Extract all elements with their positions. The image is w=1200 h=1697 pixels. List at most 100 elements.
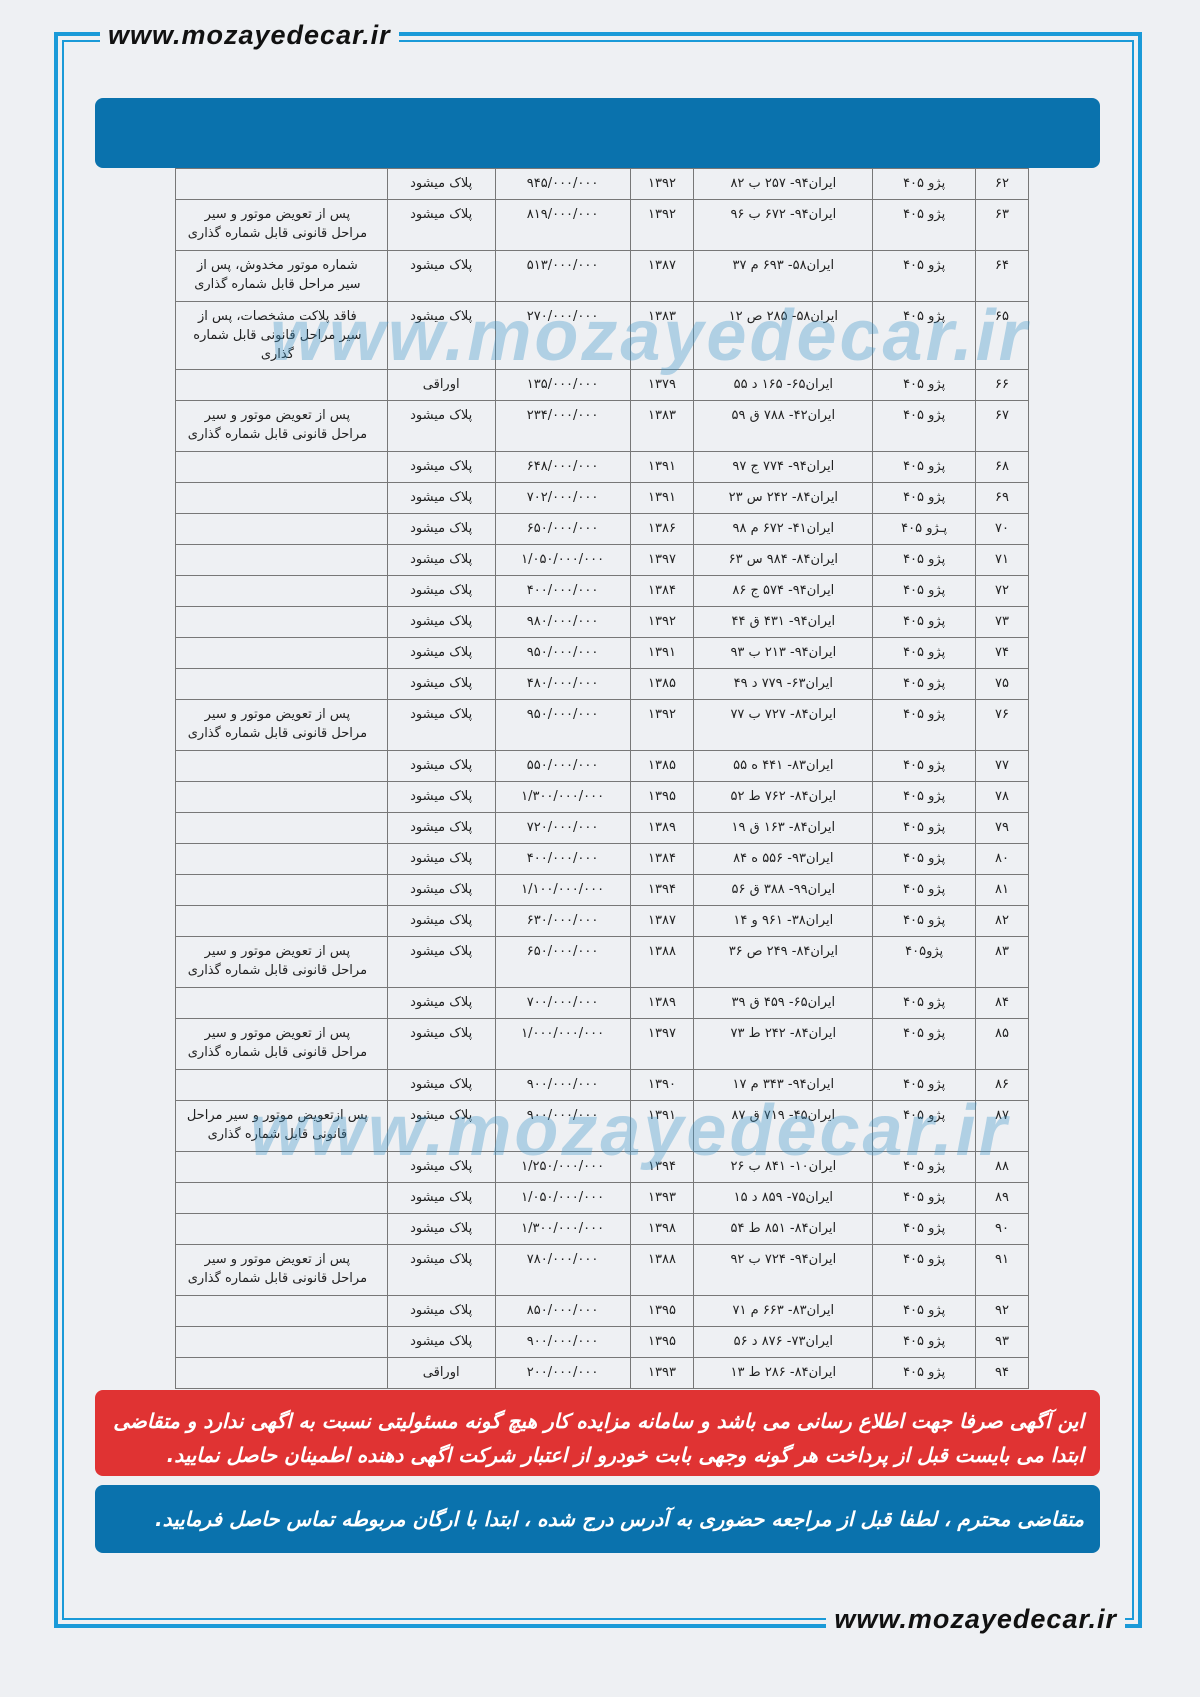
year-cell: ۱۳۸۳ <box>629 400 695 452</box>
status-cell: پلاک میشود <box>386 606 496 638</box>
status-cell: پلاک میشود <box>386 451 496 483</box>
plate-cell: ایران۸۴- ۹۸۴ س ۶۳ <box>693 544 874 576</box>
car-name-cell: پژو ۴۰۵ <box>872 874 977 906</box>
plate-cell: ایران۴۵- ۷۱۹ ق ۸۷ <box>693 1100 874 1152</box>
notes-cell <box>175 905 388 937</box>
car-name-cell: پژو ۴۰۵ <box>872 1151 977 1183</box>
car-name-cell: پژو ۴۰۵ <box>872 1182 977 1214</box>
car-name-cell: پژو ۴۰۵ <box>872 668 977 700</box>
car-name-cell: پژو ۴۰۵ <box>872 451 977 483</box>
car-name-cell: پژو ۴۰۵ <box>872 987 977 1019</box>
row-number-cell: ۷۵ <box>975 668 1029 700</box>
disclaimer-box: این آگهی صرفا جهت اطلاع رسانی می باشد و … <box>95 1390 1100 1476</box>
site-url-bottom: www.mozayedecar.ir <box>826 1604 1125 1635</box>
notes-cell <box>175 843 388 875</box>
plate-cell: ایران۴۱- ۶۷۲ م ۹۸ <box>693 513 874 545</box>
status-cell: پلاک میشود <box>386 250 496 302</box>
car-name-cell: پژو۴۰۵ <box>872 936 977 988</box>
row-number-cell: ۸۶ <box>975 1069 1029 1101</box>
price-cell: ۹۰۰/۰۰۰/۰۰۰ <box>494 1326 631 1358</box>
plate-cell: ایران۹۴- ۵۷۴ ج ۸۶ <box>693 575 874 607</box>
plate-cell: ایران۴۲- ۷۸۸ ق ۵۹ <box>693 400 874 452</box>
plate-cell: ایران۷۳- ۸۷۶ د ۵۶ <box>693 1326 874 1358</box>
year-cell: ۱۳۸۹ <box>629 812 695 844</box>
table-row: ۷۹ پژو ۴۰۵ ایران۸۴- ۱۶۳ ق ۱۹ ۱۳۸۹ ۷۲۰/۰۰۰/۰۰… <box>175 812 1029 844</box>
row-number-cell: ۷۷ <box>975 750 1029 782</box>
table-row: ۶۶ پژو ۴۰۵ ایران۶۵- ۱۶۵ د ۵۵ ۱۳۷۹ ۱۳۵/۰۰۰/۰۰… <box>175 369 1029 401</box>
row-number-cell: ۹۳ <box>975 1326 1029 1358</box>
notes-cell <box>175 1326 388 1358</box>
table-row: ۷۱ پژو ۴۰۵ ایران۸۴- ۹۸۴ س ۶۳ ۱۳۹۷ ۱/۰۵۰/۰۰۰/… <box>175 544 1029 576</box>
notes-cell <box>175 750 388 782</box>
row-number-cell: ۷۱ <box>975 544 1029 576</box>
price-cell: ۵۱۳/۰۰۰/۰۰۰ <box>494 250 631 302</box>
row-number-cell: ۸۱ <box>975 874 1029 906</box>
notes-cell <box>175 874 388 906</box>
year-cell: ۱۳۷۹ <box>629 369 695 401</box>
price-cell: ۷۸۰/۰۰۰/۰۰۰ <box>494 1244 631 1296</box>
year-cell: ۱۳۹۲ <box>629 168 695 200</box>
table-row: ۶۸ پژو ۴۰۵ ایران۹۴- ۷۷۴ ج ۹۷ ۱۳۹۱ ۶۴۸/۰۰۰/۰۰… <box>175 451 1029 483</box>
car-name-cell: پژو ۴۰۵ <box>872 699 977 751</box>
page-frame <box>54 32 1142 1628</box>
price-cell: ۱/۰۵۰/۰۰۰/۰۰۰ <box>494 544 631 576</box>
plate-cell: ایران۸۴- ۷۶۲ ط ۵۲ <box>693 781 874 813</box>
status-cell: پلاک میشود <box>386 843 496 875</box>
price-cell: ۷۰۲/۰۰۰/۰۰۰ <box>494 482 631 514</box>
table-row: ۶۳ پژو ۴۰۵ ایران۹۴- ۶۷۲ ب ۹۶ ۱۳۹۲ ۸۱۹/۰۰۰/۰۰… <box>175 199 1029 251</box>
table-row: ۷۴ پژو ۴۰۵ ایران۹۴- ۲۱۳ ب ۹۳ ۱۳۹۱ ۹۵۰/۰۰۰/۰۰… <box>175 637 1029 669</box>
row-number-cell: ۶۴ <box>975 250 1029 302</box>
car-name-cell: پژو ۴۰۵ <box>872 369 977 401</box>
year-cell: ۱۳۹۳ <box>629 1182 695 1214</box>
car-name-cell: پژو ۴۰۵ <box>872 1326 977 1358</box>
row-number-cell: ۶۸ <box>975 451 1029 483</box>
year-cell: ۱۳۹۸ <box>629 1213 695 1245</box>
car-name-cell: پژو ۴۰۵ <box>872 843 977 875</box>
notes-cell <box>175 451 388 483</box>
row-number-cell: ۶۵ <box>975 301 1029 370</box>
table-row: ۸۹ پژو ۴۰۵ ایران۷۵- ۸۵۹ د ۱۵ ۱۳۹۳ ۱/۰۵۰/۰۰۰/… <box>175 1182 1029 1214</box>
table-row: ۸۵ پژو ۴۰۵ ایران۸۴- ۲۴۲ ط ۷۳ ۱۳۹۷ ۱/۰۰۰/۰۰۰/… <box>175 1018 1029 1070</box>
status-cell: پلاک میشود <box>386 575 496 607</box>
plate-cell: ایران۸۴- ۲۴۲ ط ۷۳ <box>693 1018 874 1070</box>
plate-cell: ایران۸۴- ۷۲۷ ب ۷۷ <box>693 699 874 751</box>
year-cell: ۱۳۸۳ <box>629 301 695 370</box>
table-row: ۹۰ پژو ۴۰۵ ایران۸۴- ۸۵۱ ط ۵۴ ۱۳۹۸ ۱/۳۰۰/۰۰۰/… <box>175 1213 1029 1245</box>
price-cell: ۹۰۰/۰۰۰/۰۰۰ <box>494 1069 631 1101</box>
notes-cell <box>175 668 388 700</box>
car-name-cell: پژو ۴۰۵ <box>872 301 977 370</box>
notes-cell: پس از تعویض موتور و سیر مراحل قانونی قاب… <box>175 936 388 988</box>
price-cell: ۲۰۰/۰۰۰/۰۰۰ <box>494 1357 631 1389</box>
table-row: ۸۱ پژو ۴۰۵ ایران۹۹- ۳۸۸ ق ۵۶ ۱۳۹۴ ۱/۱۰۰/۰۰۰/… <box>175 874 1029 906</box>
status-cell: پلاک میشود <box>386 1151 496 1183</box>
year-cell: ۱۳۸۴ <box>629 843 695 875</box>
year-cell: ۱۳۹۱ <box>629 482 695 514</box>
plate-cell: ایران۹۴- ۴۳۱ ق ۴۴ <box>693 606 874 638</box>
notes-cell <box>175 513 388 545</box>
year-cell: ۱۳۸۹ <box>629 987 695 1019</box>
table-row: ۹۲ پژو ۴۰۵ ایران۸۳- ۶۶۳ م ۷۱ ۱۳۹۵ ۸۵۰/۰۰۰/۰۰… <box>175 1295 1029 1327</box>
price-cell: ۱/۳۰۰/۰۰۰/۰۰۰ <box>494 1213 631 1245</box>
price-cell: ۸۱۹/۰۰۰/۰۰۰ <box>494 199 631 251</box>
plate-cell: ایران۸۴- ۲۸۶ ط ۱۳ <box>693 1357 874 1389</box>
notes-cell <box>175 482 388 514</box>
row-number-cell: ۹۴ <box>975 1357 1029 1389</box>
table-row: ۷۰ پـژو ۴۰۵ ایران۴۱- ۶۷۲ م ۹۸ ۱۳۸۶ ۶۵۰/۰۰۰/۰… <box>175 513 1029 545</box>
notes-cell: شماره موتور مخدوش، پس از سیر مراحل قابل … <box>175 250 388 302</box>
price-cell: ۱/۰۵۰/۰۰۰/۰۰۰ <box>494 1182 631 1214</box>
price-cell: ۹۴۵/۰۰۰/۰۰۰ <box>494 168 631 200</box>
year-cell: ۱۳۹۱ <box>629 451 695 483</box>
price-cell: ۲۷۰/۰۰۰/۰۰۰ <box>494 301 631 370</box>
car-name-cell: پژو ۴۰۵ <box>872 905 977 937</box>
table-row: ۸۳ پژو۴۰۵ ایران۸۴- ۲۴۹ ص ۳۶ ۱۳۸۸ ۶۵۰/۰۰۰/۰۰۰… <box>175 936 1029 988</box>
year-cell: ۱۳۹۷ <box>629 1018 695 1070</box>
car-name-cell: پژو ۴۰۵ <box>872 812 977 844</box>
year-cell: ۱۳۹۵ <box>629 1326 695 1358</box>
table-row: ۹۴ پژو ۴۰۵ ایران۸۴- ۲۸۶ ط ۱۳ ۱۳۹۳ ۲۰۰/۰۰۰/۰۰… <box>175 1357 1029 1389</box>
plate-cell: ایران۶۵- ۱۶۵ د ۵۵ <box>693 369 874 401</box>
plate-cell: ایران۵۸- ۲۸۵ ص ۱۲ <box>693 301 874 370</box>
plate-cell: ایران۸۳- ۴۴۱ ه ۵۵ <box>693 750 874 782</box>
table-row: ۶۲ پژو ۴۰۵ ایران۹۴- ۲۵۷ ب ۸۲ ۱۳۹۲ ۹۴۵/۰۰۰/۰۰… <box>175 168 1029 200</box>
plate-cell: ایران۸۴- ۸۵۱ ط ۵۴ <box>693 1213 874 1245</box>
plate-cell: ایران۸۳- ۶۶۳ م ۷۱ <box>693 1295 874 1327</box>
